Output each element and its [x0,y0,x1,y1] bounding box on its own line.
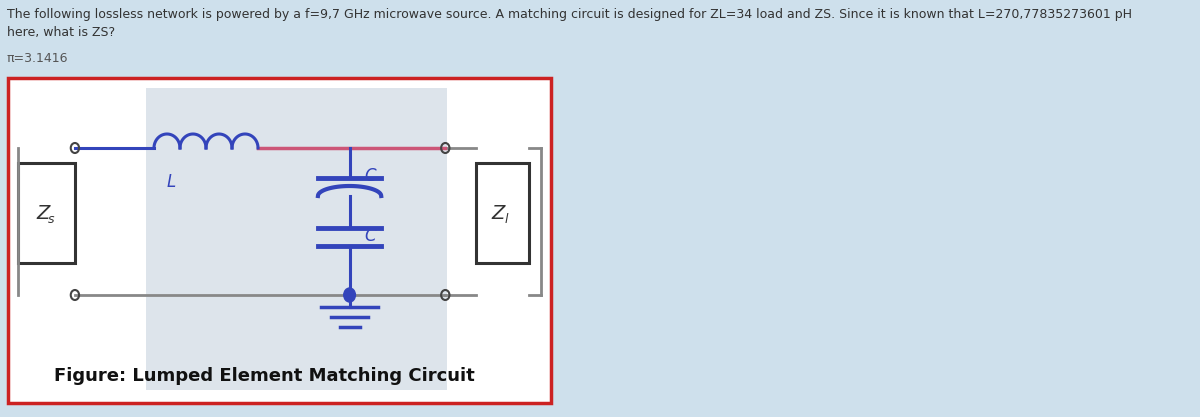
Text: π=3.1416: π=3.1416 [7,52,68,65]
Text: Z: Z [492,203,505,223]
Bar [145,88,446,390]
Bar [18,163,74,263]
Circle shape [343,288,355,302]
Bar [476,163,528,263]
Text: C: C [365,167,376,185]
Text: l: l [504,213,508,226]
Bar [8,78,551,403]
Text: s: s [48,213,54,226]
Text: Figure: Lumped Element Matching Circuit: Figure: Lumped Element Matching Circuit [54,367,475,385]
Text: The following lossless network is powered by a f=9,7 GHz microwave source. A mat: The following lossless network is powere… [7,8,1132,21]
Text: here, what is ZS?: here, what is ZS? [7,26,115,39]
Text: Z: Z [36,203,50,223]
Text: L: L [167,173,175,191]
Text: C: C [365,227,376,245]
